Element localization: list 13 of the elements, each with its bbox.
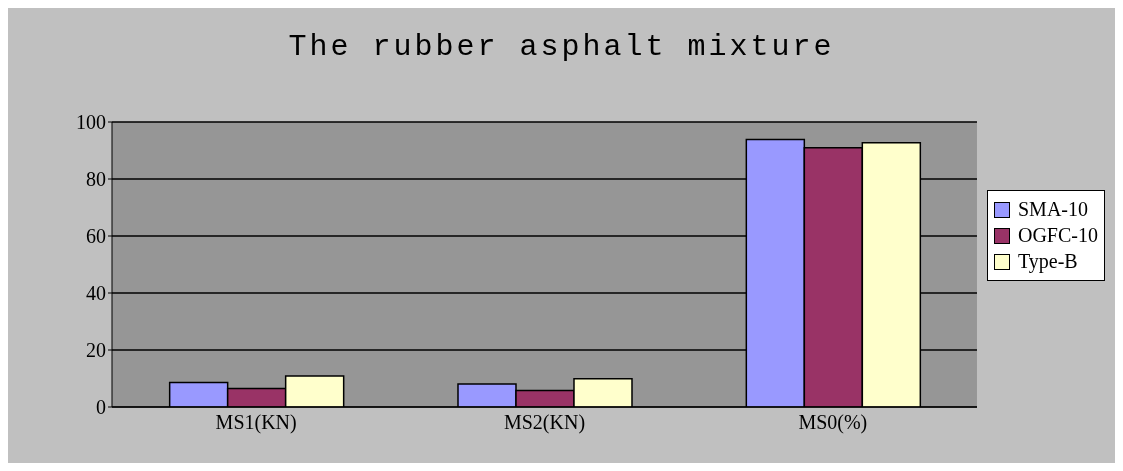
x-tick-label: MS0(%) [798, 411, 868, 435]
y-tick-label: 80 [86, 168, 106, 191]
x-tick-label: MS2(KN) [503, 411, 586, 435]
y-tick-label: 0 [96, 396, 106, 419]
legend-label: OGFC-10 [1017, 224, 1098, 247]
legend-label: Type-B [1017, 250, 1078, 273]
x-tick-label: MS1(KN) [215, 411, 297, 435]
legend-label: SMA-10 [1017, 198, 1088, 221]
y-tick-label: 60 [86, 225, 106, 248]
y-tick-label: 40 [86, 282, 106, 305]
chart-title: The rubber asphalt mixture [287, 30, 836, 64]
y-tick-label: 20 [86, 339, 106, 362]
y-tick-label: 100 [76, 111, 106, 134]
